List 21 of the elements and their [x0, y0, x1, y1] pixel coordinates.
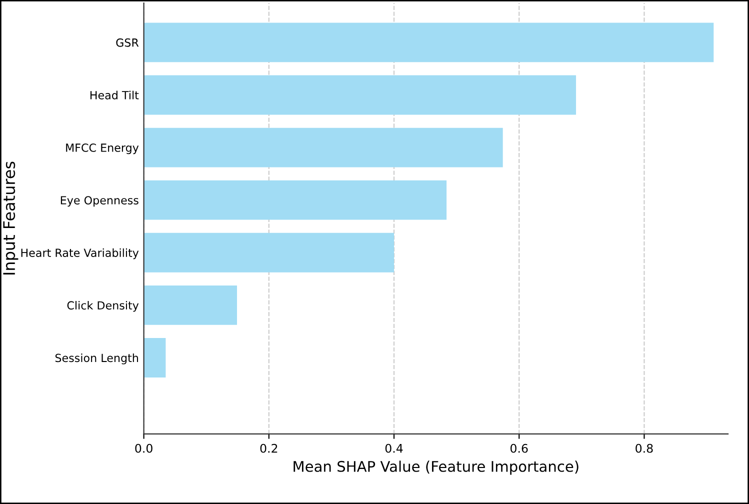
bar — [144, 285, 238, 325]
y-tick-label: Heart Rate Variability — [21, 248, 139, 260]
y-tick-label: Head Tilt — [90, 90, 139, 100]
bar — [144, 338, 166, 378]
y-axis-title: Input Features — [3, 162, 18, 274]
y-tick-label: Eye Openness — [60, 196, 138, 207]
bar — [144, 22, 714, 62]
x-tick-label: 0.2 — [260, 444, 278, 453]
bar — [144, 180, 447, 220]
bar — [144, 232, 394, 272]
x-tick-label: 0.6 — [510, 444, 528, 453]
bar — [144, 128, 503, 168]
x-tick-label: 0.8 — [636, 444, 653, 453]
bar — [144, 75, 576, 115]
y-tick-label: Session Length — [55, 354, 138, 364]
x-tick-label: 0.4 — [385, 444, 403, 453]
y-tick-label: Click Density — [67, 300, 139, 312]
y-tick-label: MFCC Energy — [66, 144, 139, 154]
y-tick-label: GSR — [116, 38, 139, 47]
x-tick-label: 0.0 — [135, 444, 152, 453]
x-axis-title: Mean SHAP Value (Feature Importance) — [294, 460, 578, 475]
